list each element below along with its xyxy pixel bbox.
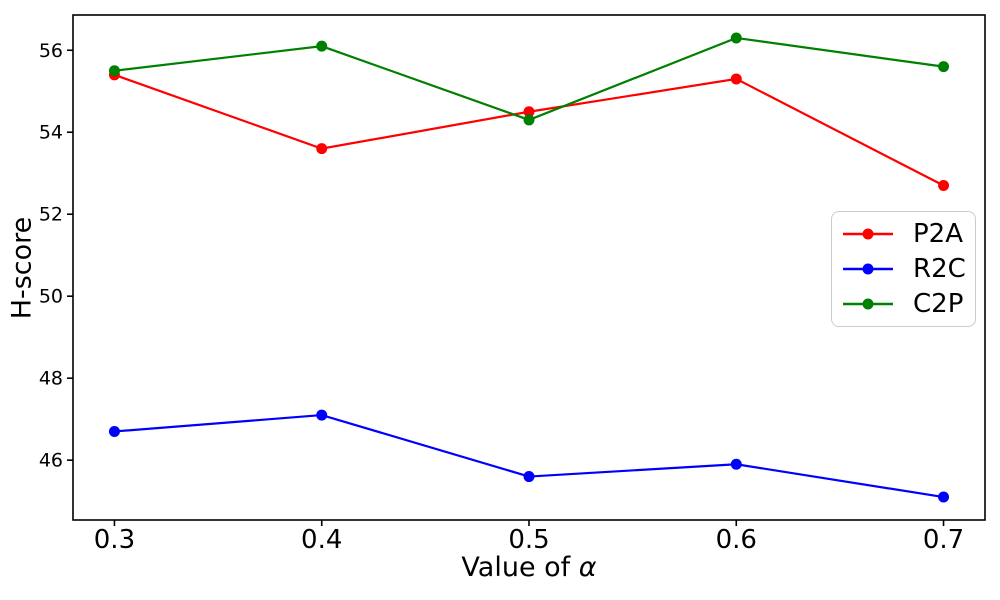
- legend-item-c2p: C2P: [842, 287, 975, 322]
- series-line-r2c: [114, 413, 944, 499]
- data-point-r2c: [938, 491, 950, 503]
- y-tick-label: 48: [39, 368, 63, 390]
- data-point-c2p: [316, 40, 328, 52]
- legend-item-p2a: P2A: [842, 216, 975, 251]
- y-axis-label: H-score: [7, 217, 38, 320]
- legend-label-c2p: C2P: [913, 289, 964, 320]
- legend-sample-dot: [862, 298, 874, 310]
- y-tick-label: 50: [39, 286, 63, 308]
- data-point-p2a: [730, 73, 742, 85]
- x-axis-label-text: Value of: [461, 552, 579, 583]
- legend-label-r2c: R2C: [913, 253, 966, 284]
- data-point-p2a: [523, 106, 535, 118]
- y-tick-label: 54: [39, 122, 63, 144]
- alpha-symbol: α: [578, 552, 597, 583]
- x-axis-label: Value of α: [461, 552, 596, 583]
- legend: P2A R2C C2P: [831, 211, 976, 327]
- data-point-r2c: [730, 458, 742, 470]
- legend-marker-r2c-icon: [843, 263, 893, 275]
- data-point-r2c: [316, 409, 328, 421]
- data-point-p2a: [316, 143, 328, 155]
- legend-sample-dot: [862, 228, 874, 240]
- legend-marker-p2a-icon: [843, 228, 893, 240]
- data-point-r2c: [523, 471, 535, 483]
- x-tick-label: 0.7: [923, 525, 964, 555]
- data-point-c2p: [108, 65, 120, 77]
- data-point-c2p: [523, 114, 535, 126]
- legend-marker-c2p-icon: [843, 298, 893, 310]
- y-tick-label: 52: [39, 204, 63, 226]
- x-tick-label: 0.5: [508, 525, 549, 555]
- y-axis-label-text: H-score: [6, 216, 38, 320]
- legend-label-p2a: P2A: [913, 218, 964, 249]
- y-tick-label: 56: [39, 40, 63, 62]
- x-tick-label: 0.6: [716, 525, 757, 555]
- y-tick-label: 46: [39, 450, 63, 472]
- data-point-c2p: [730, 32, 742, 44]
- data-point-r2c: [108, 425, 120, 437]
- series-line-p2a: [114, 73, 945, 187]
- data-point-c2p: [938, 61, 950, 73]
- legend-item-r2c: R2C: [842, 251, 975, 286]
- x-tick-label: 0.3: [94, 525, 135, 555]
- x-tick-label: 0.4: [301, 525, 342, 555]
- legend-sample-dot: [862, 263, 874, 275]
- data-point-p2a: [938, 180, 950, 192]
